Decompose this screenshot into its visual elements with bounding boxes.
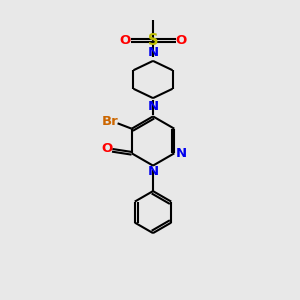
Text: O: O — [119, 34, 131, 47]
Text: N: N — [147, 46, 159, 59]
Text: N: N — [175, 147, 187, 160]
Text: Br: Br — [102, 115, 118, 128]
Text: O: O — [101, 142, 113, 155]
Text: N: N — [147, 100, 159, 112]
Text: N: N — [147, 165, 159, 178]
Text: O: O — [175, 34, 187, 47]
Text: S: S — [148, 33, 158, 48]
